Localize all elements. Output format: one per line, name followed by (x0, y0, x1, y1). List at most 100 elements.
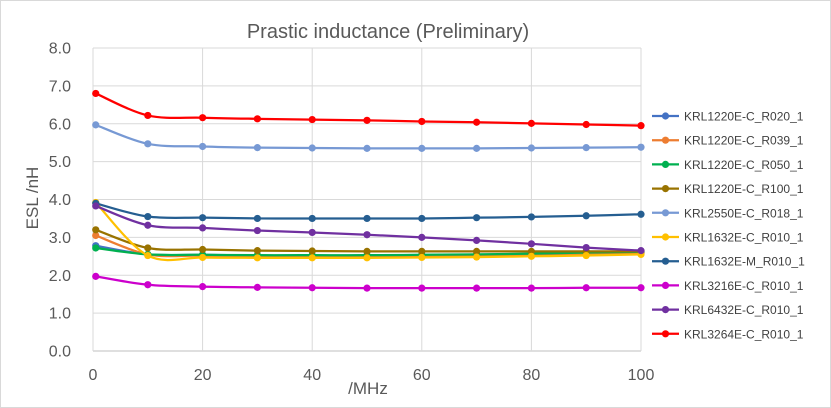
data-point (473, 247, 481, 255)
data-point (637, 210, 645, 218)
data-point (582, 284, 590, 292)
data-point (199, 214, 207, 222)
data-point (92, 231, 100, 240)
data-point (253, 254, 261, 262)
data-point (418, 117, 426, 126)
data-point (418, 144, 426, 152)
series-KRL1220E-C_R100_1 (92, 226, 645, 255)
data-point (363, 247, 371, 255)
legend-marker (661, 185, 670, 193)
data-point (92, 226, 100, 234)
x-tick-label: 40 (303, 367, 321, 384)
data-point (637, 247, 645, 255)
data-point (308, 144, 316, 152)
data-point (527, 240, 536, 248)
data-point (92, 121, 100, 129)
data-point (363, 254, 371, 262)
legend-item: KRL3216E-C_R010_1 (652, 279, 804, 293)
data-point (253, 226, 261, 235)
data-point (637, 284, 645, 292)
x-tick-label: 100 (628, 367, 655, 384)
series-line (95, 123, 642, 150)
data-point (199, 114, 207, 122)
data-point (527, 252, 536, 260)
data-point (92, 272, 100, 280)
legend-item: KRL2550E-C_R018_1 (652, 206, 804, 220)
series-KRL3264E-C_R010_1 (92, 89, 645, 130)
data-point (144, 251, 152, 260)
y-tick-label: 8.0 (49, 41, 71, 58)
data-point (582, 212, 590, 220)
data-point (527, 213, 536, 221)
data-point (363, 116, 371, 124)
series-line (95, 204, 642, 252)
data-point (582, 251, 590, 260)
y-tick-label: 4.0 (49, 192, 71, 209)
legend-label: KRL1220E-C_R050_1 (684, 158, 804, 172)
legend-label: KRL1632E-M_R010_1 (684, 255, 805, 269)
data-point (473, 284, 481, 292)
data-point (582, 120, 590, 129)
legend-marker (661, 330, 670, 338)
data-point (144, 140, 152, 148)
data-point (199, 224, 207, 232)
legend-marker (661, 160, 670, 168)
y-tick-label: 6.0 (49, 116, 71, 133)
data-point (527, 144, 536, 152)
legend-marker (661, 233, 670, 241)
data-point (473, 253, 481, 261)
data-point (637, 143, 645, 151)
data-point (527, 119, 536, 127)
x-tick-label: 20 (194, 367, 212, 384)
y-tick-label: 3.0 (49, 230, 71, 247)
legend-item: KRL1220E-C_R050_1 (652, 158, 804, 172)
data-point (199, 245, 207, 254)
series-KRL1632E-C_R010_1 (92, 198, 645, 262)
legend-label: KRL3216E-C_R010_1 (684, 279, 804, 293)
legend: KRL1220E-C_R020_1 KRL1220E-C_R039_1 KRL122… (652, 110, 805, 341)
legend-label: KRL1220E-C_R039_1 (684, 134, 804, 148)
series-KRL2550E-C_R018_1 (92, 121, 645, 152)
legend-marker (661, 257, 670, 265)
data-point (363, 214, 371, 223)
legend-label: KRL1220E-C_R020_1 (684, 110, 804, 124)
legend-item: KRL3264E-C_R010_1 (652, 327, 804, 341)
data-point (473, 144, 481, 152)
data-point (582, 244, 590, 252)
data-point (144, 212, 152, 221)
data-point (527, 284, 536, 292)
data-point (92, 244, 100, 252)
data-point (144, 281, 152, 289)
data-point (418, 247, 426, 255)
legend-label: KRL6432E-C_R010_1 (684, 303, 804, 317)
data-point (637, 122, 645, 130)
legend-marker (661, 281, 670, 289)
data-point (199, 142, 207, 151)
legend-item: KRL1220E-C_R020_1 (652, 110, 804, 124)
data-point (144, 111, 152, 120)
y-tick-label: 7.0 (49, 78, 71, 95)
data-point (199, 253, 207, 262)
data-point (582, 144, 590, 152)
legend-item: KRL1220E-C_R039_1 (652, 134, 804, 148)
data-point (144, 221, 152, 229)
data-point (253, 283, 261, 291)
data-point (92, 89, 100, 98)
gridlines (92, 47, 642, 352)
legend-label: KRL2550E-C_R018_1 (684, 206, 804, 220)
y-axis-title: ESL /nH (23, 167, 42, 230)
x-tick-labels: 0 20 40 60 80 100 (89, 367, 655, 384)
data-point (473, 118, 481, 126)
legend-item: KRL6432E-C_R010_1 (652, 303, 804, 317)
data-point (199, 283, 207, 291)
data-point (418, 214, 426, 223)
x-tick-label: 60 (413, 367, 431, 384)
data-point (308, 228, 316, 237)
legend-marker (661, 136, 670, 144)
data-point (253, 144, 261, 152)
data-point (308, 247, 316, 255)
y-tick-label: 1.0 (49, 306, 71, 323)
data-point (473, 236, 481, 245)
legend-item: KRL1632E-M_R010_1 (652, 255, 805, 269)
data-point (144, 244, 152, 252)
